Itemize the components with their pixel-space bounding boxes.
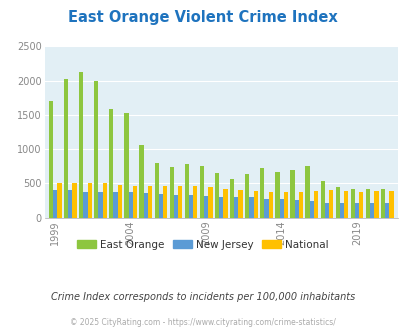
Bar: [169, 167, 173, 218]
Bar: [162, 185, 167, 218]
Bar: [98, 192, 102, 218]
Bar: [188, 195, 193, 218]
Bar: [373, 191, 377, 218]
Bar: [380, 189, 384, 218]
Text: East Orange Violent Crime Index: East Orange Violent Crime Index: [68, 10, 337, 25]
Bar: [64, 79, 68, 218]
Bar: [260, 168, 264, 218]
Text: © 2025 CityRating.com - https://www.cityrating.com/crime-statistics/: © 2025 CityRating.com - https://www.city…: [70, 318, 335, 327]
Bar: [264, 199, 268, 218]
Bar: [219, 197, 223, 218]
Bar: [113, 192, 117, 218]
Bar: [350, 189, 354, 218]
Bar: [365, 189, 369, 218]
Bar: [249, 197, 253, 218]
Bar: [208, 187, 212, 218]
Bar: [290, 170, 294, 218]
Bar: [124, 114, 128, 218]
Bar: [132, 185, 137, 218]
Bar: [354, 203, 358, 218]
Bar: [358, 192, 362, 218]
Bar: [109, 109, 113, 218]
Bar: [245, 174, 249, 218]
Bar: [143, 193, 147, 218]
Bar: [324, 203, 328, 218]
Bar: [298, 192, 303, 218]
Bar: [234, 197, 238, 218]
Bar: [388, 191, 393, 218]
Bar: [173, 195, 178, 218]
Bar: [275, 173, 279, 218]
Bar: [199, 166, 204, 218]
Bar: [279, 199, 283, 218]
Bar: [49, 101, 53, 218]
Bar: [158, 194, 162, 218]
Bar: [384, 203, 388, 218]
Legend: East Orange, New Jersey, National: East Orange, New Jersey, National: [73, 236, 332, 254]
Bar: [147, 185, 152, 218]
Bar: [223, 189, 227, 218]
Text: Crime Index corresponds to incidents per 100,000 inhabitants: Crime Index corresponds to incidents per…: [51, 292, 354, 302]
Bar: [369, 203, 373, 218]
Bar: [154, 163, 158, 218]
Bar: [184, 164, 188, 218]
Bar: [79, 72, 83, 218]
Bar: [309, 201, 313, 218]
Bar: [230, 179, 234, 218]
Bar: [253, 191, 257, 218]
Bar: [328, 190, 333, 218]
Bar: [305, 166, 309, 218]
Bar: [83, 192, 87, 218]
Bar: [214, 173, 219, 218]
Bar: [94, 81, 98, 218]
Bar: [283, 192, 287, 218]
Bar: [238, 190, 242, 218]
Bar: [193, 186, 197, 218]
Bar: [268, 192, 272, 218]
Bar: [343, 191, 347, 218]
Bar: [139, 145, 143, 218]
Bar: [68, 190, 72, 218]
Bar: [294, 200, 298, 218]
Bar: [57, 183, 62, 218]
Bar: [313, 191, 318, 218]
Bar: [117, 185, 121, 218]
Bar: [335, 187, 339, 218]
Bar: [128, 192, 132, 218]
Bar: [87, 183, 92, 218]
Bar: [53, 190, 57, 218]
Bar: [204, 196, 208, 218]
Bar: [178, 185, 182, 218]
Bar: [102, 183, 107, 218]
Bar: [320, 182, 324, 218]
Bar: [339, 203, 343, 218]
Bar: [72, 183, 77, 218]
